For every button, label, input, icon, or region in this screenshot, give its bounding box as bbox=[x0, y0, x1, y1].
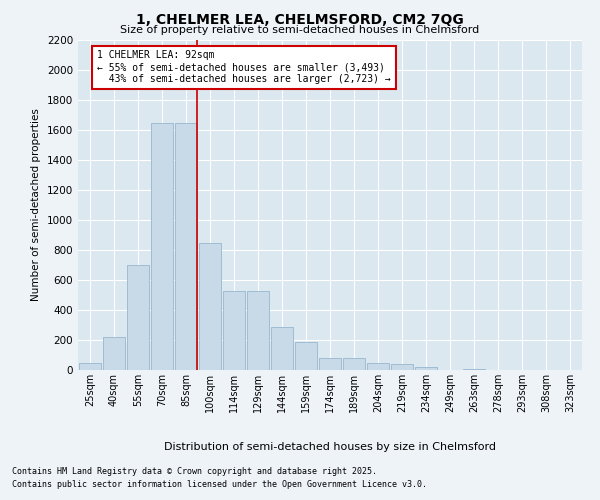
Bar bbox=[79, 362, 101, 370]
Bar bbox=[175, 122, 197, 370]
Bar bbox=[223, 290, 245, 370]
Bar bbox=[247, 290, 269, 370]
Bar bbox=[319, 358, 341, 370]
Bar bbox=[271, 326, 293, 370]
Bar bbox=[367, 362, 389, 370]
Bar bbox=[343, 358, 365, 370]
Bar bbox=[127, 265, 149, 370]
Text: Size of property relative to semi-detached houses in Chelmsford: Size of property relative to semi-detach… bbox=[121, 25, 479, 35]
Bar bbox=[415, 367, 437, 370]
Text: 1, CHELMER LEA, CHELMSFORD, CM2 7QG: 1, CHELMER LEA, CHELMSFORD, CM2 7QG bbox=[136, 12, 464, 26]
Bar bbox=[391, 364, 413, 370]
Text: Distribution of semi-detached houses by size in Chelmsford: Distribution of semi-detached houses by … bbox=[164, 442, 496, 452]
Bar bbox=[103, 337, 125, 370]
Bar bbox=[199, 242, 221, 370]
Text: 1 CHELMER LEA: 92sqm
← 55% of semi-detached houses are smaller (3,493)
  43% of : 1 CHELMER LEA: 92sqm ← 55% of semi-detac… bbox=[97, 50, 391, 84]
Text: Contains HM Land Registry data © Crown copyright and database right 2025.: Contains HM Land Registry data © Crown c… bbox=[12, 468, 377, 476]
Bar bbox=[295, 342, 317, 370]
Y-axis label: Number of semi-detached properties: Number of semi-detached properties bbox=[31, 108, 41, 302]
Bar bbox=[151, 122, 173, 370]
Bar bbox=[463, 368, 485, 370]
Text: Contains public sector information licensed under the Open Government Licence v3: Contains public sector information licen… bbox=[12, 480, 427, 489]
